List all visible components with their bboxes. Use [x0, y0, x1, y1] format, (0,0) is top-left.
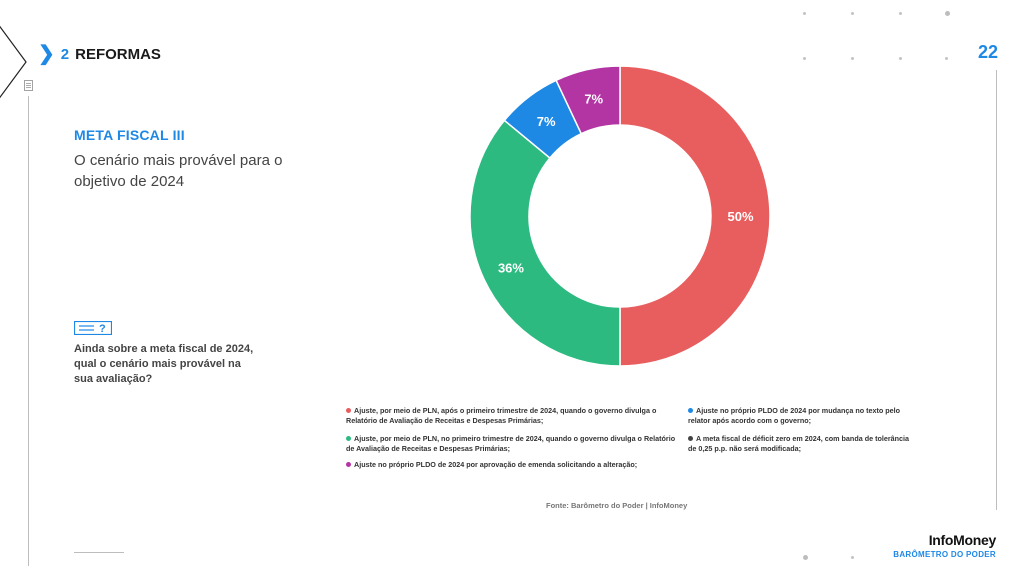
slice-label: 50% — [727, 209, 753, 224]
bottom-divider — [74, 552, 124, 553]
section-number: 2 — [60, 45, 70, 63]
legend-item: Ajuste no próprio PLDO de 2024 por mudan… — [688, 406, 918, 425]
legend-label: A meta fiscal de déficit zero em 2024, c… — [688, 434, 910, 453]
decor-dot — [803, 12, 806, 15]
svg-text:?: ? — [99, 323, 106, 335]
legend-swatch — [688, 436, 693, 441]
decor-dot — [945, 57, 948, 60]
legend-label: Ajuste no próprio PLDO de 2024 por aprov… — [354, 460, 638, 469]
chevron-outline-icon — [0, 25, 27, 99]
slice-label: 7% — [537, 114, 556, 129]
legend-item: Ajuste, por meio de PLN, após o primeiro… — [346, 406, 676, 425]
question-icon: ? — [74, 321, 112, 335]
panel-subtitle: O cenário mais provável para o objetivo … — [74, 152, 283, 190]
decor-dot — [899, 57, 902, 60]
source-note: Fonte: Barômetro do Poder | InfoMoney — [546, 501, 688, 510]
legend-item: Ajuste, por meio de PLN, no primeiro tri… — [346, 434, 676, 453]
legend-swatch — [346, 462, 351, 467]
decor-dot — [803, 555, 808, 560]
donut-slice — [555, 65, 621, 135]
legend-item: Ajuste no próprio PLDO de 2024 por aprov… — [346, 460, 676, 470]
right-rail-line — [996, 70, 997, 510]
decor-dot — [899, 12, 902, 15]
section-header: ❯ 2 REFORMAS — [38, 44, 161, 64]
decor-dot — [851, 12, 854, 15]
slice-label: 36% — [498, 260, 524, 275]
legend-swatch — [346, 408, 351, 413]
legend-label: Ajuste no próprio PLDO de 2024 por mudan… — [688, 406, 901, 425]
legend-swatch — [688, 408, 693, 413]
brand-name: InfoMoney — [928, 532, 997, 548]
page-number: 22 — [977, 42, 998, 62]
decor-dot — [945, 11, 950, 16]
decor-dot — [851, 57, 854, 60]
panel-title: META FISCAL III — [74, 127, 185, 143]
decor-dot — [851, 556, 854, 559]
donut-slice — [619, 65, 771, 367]
chevron-right-icon: ❯ — [38, 43, 55, 65]
left-rail-line — [28, 96, 29, 566]
section-title: REFORMAS — [75, 45, 161, 63]
brand-subtitle: BARÔMETRO DO PODER — [893, 550, 996, 559]
donut-slice — [469, 119, 621, 367]
slice-label: 7% — [584, 91, 603, 106]
legend-label: Ajuste, por meio de PLN, no primeiro tri… — [346, 434, 676, 453]
legend-swatch — [346, 436, 351, 441]
question-text: Ainda sobre a meta fiscal de 2024, qual … — [74, 343, 254, 385]
decor-dot — [803, 57, 806, 60]
brand-logo: InfoMoney BARÔMETRO DO PODER — [893, 532, 996, 559]
legend-item: A meta fiscal de déficit zero em 2024, c… — [688, 434, 918, 453]
document-icon — [24, 80, 33, 91]
legend-label: Ajuste, por meio de PLN, após o primeiro… — [346, 406, 657, 425]
